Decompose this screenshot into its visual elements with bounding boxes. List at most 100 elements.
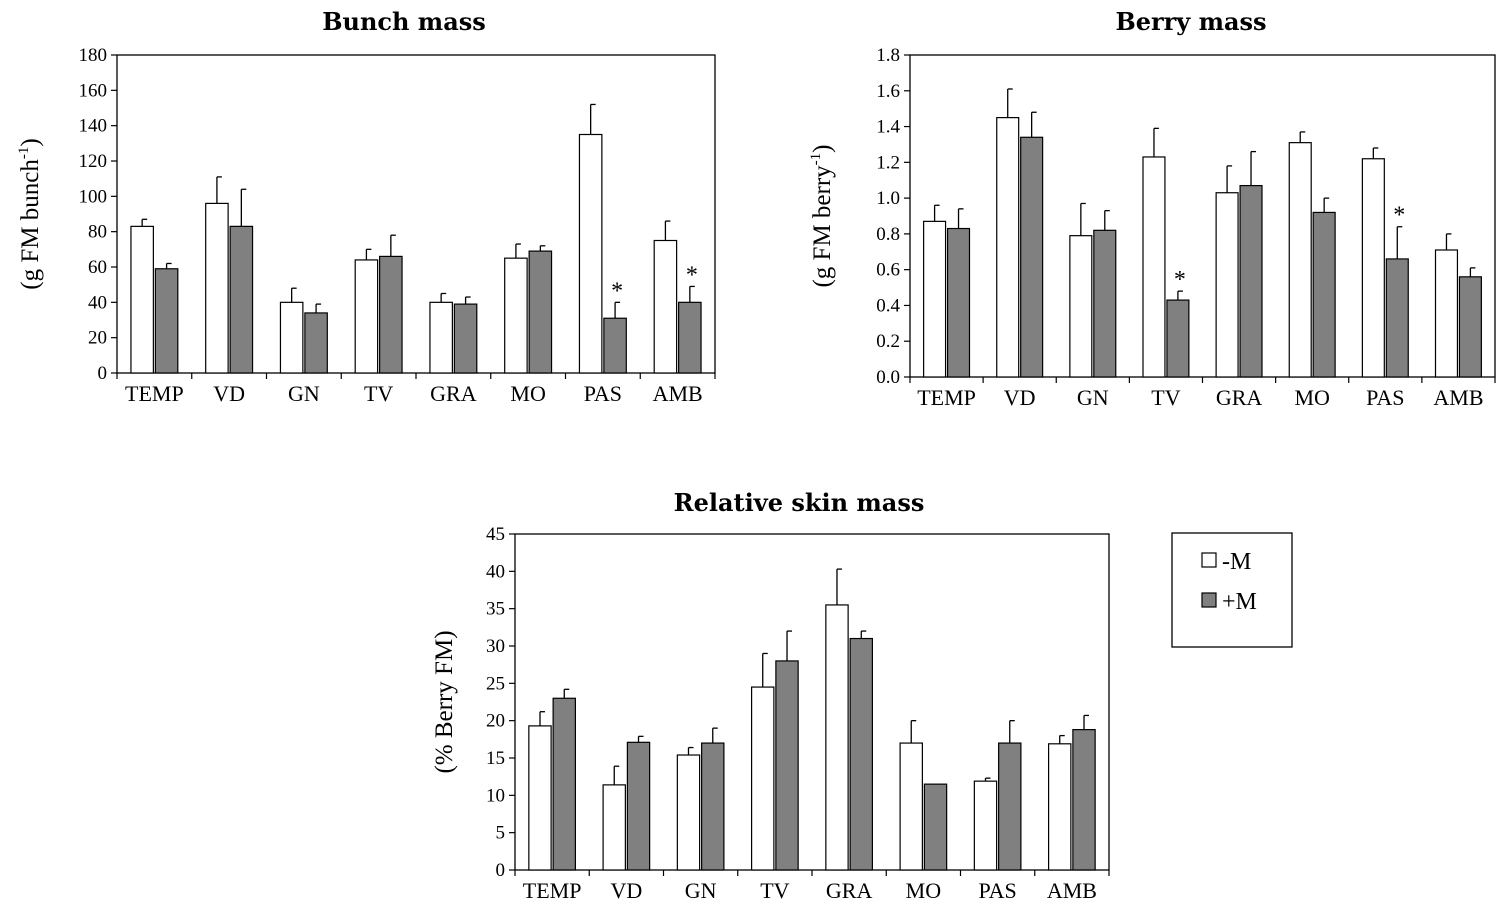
- bar-plus-m: [775, 660, 799, 871]
- x-tick-label: PAS: [1366, 385, 1404, 410]
- bar-plus-m: [229, 225, 254, 374]
- chart-title: Relative skin mass: [674, 488, 925, 517]
- x-tick-label: TV: [1151, 385, 1180, 410]
- y-tick-label: 0.6: [876, 260, 900, 281]
- y-tick-label: 40: [88, 292, 107, 313]
- bar-plus-m: [1093, 229, 1117, 378]
- bar-minus-m: [1142, 156, 1166, 378]
- bar-minus-m: [825, 604, 849, 871]
- bar-plus-m: [849, 637, 873, 871]
- bar-minus-m: [1215, 192, 1239, 378]
- y-tick-label: 0: [98, 363, 108, 384]
- x-tick-label: AMB: [1433, 385, 1483, 410]
- significance-star: *: [686, 262, 698, 288]
- significance-star: *: [1174, 267, 1186, 293]
- bar-minus-m: [205, 202, 229, 374]
- chart-berry-mass: Berry mass 0.0 0.2 0.4 0.6 0.8 1.0 1.2 1.4 1.6 1.8…: [808, 7, 1496, 410]
- y-tick-label: 1.4: [876, 117, 900, 138]
- legend-label-minus-m: -M: [1222, 549, 1251, 575]
- bar-plus-m: [946, 227, 971, 378]
- x-tick-label: PAS: [978, 878, 1016, 903]
- y-tick-label: 100: [79, 186, 108, 207]
- y-tick-label: 1.2: [876, 152, 900, 173]
- y-tick-label: 180: [79, 45, 108, 66]
- x-tick-label: TV: [364, 381, 393, 406]
- chart-title: Berry mass: [1115, 7, 1266, 36]
- y-tick-label: 0: [496, 860, 506, 881]
- x-tick-label: TEMP: [917, 385, 976, 410]
- x-tick-label: MO: [906, 878, 941, 903]
- y-tick-label: 25: [486, 673, 505, 694]
- bar-minus-m: [602, 784, 626, 871]
- x-tick-label: AMB: [1047, 878, 1097, 903]
- chart-title: Bunch mass: [322, 7, 486, 36]
- bar-minus-m: [996, 117, 1020, 378]
- bar-plus-m: [154, 268, 179, 374]
- bar-plus-m: [1072, 729, 1096, 871]
- y-tick-label: 60: [88, 257, 107, 278]
- x-tick-label: VD: [213, 381, 245, 406]
- bar-plus-m: [304, 312, 328, 374]
- x-tick-label: GRA: [826, 878, 873, 903]
- bar-plus-m: [1458, 276, 1482, 378]
- bar-plus-m: [1166, 299, 1190, 378]
- bar-minus-m: [750, 686, 775, 871]
- y-tick-label: 30: [486, 636, 505, 657]
- x-tick-label: GN: [685, 878, 717, 903]
- y-axis-label: (% Berry FM): [431, 630, 458, 773]
- bar-plus-m: [1239, 184, 1263, 378]
- bar-minus-m: [973, 780, 998, 871]
- chart-bunch-mass: Bunch mass 0 20 40 60 80 100 120 140 160 180 TEMP VD…: [16, 7, 716, 406]
- bar-plus-m: [998, 742, 1022, 871]
- bar-plus-m: [552, 697, 576, 871]
- bar-minus-m: [1288, 142, 1312, 378]
- x-tick-label: TEMP: [523, 878, 582, 903]
- y-tick-label: 80: [88, 222, 107, 243]
- x-tick-label: GN: [288, 381, 320, 406]
- legend-swatch-plus-m: [1201, 592, 1217, 608]
- x-tick-label: AMB: [653, 381, 703, 406]
- y-tick-label: 40: [486, 561, 505, 582]
- bar-minus-m: [130, 225, 154, 374]
- y-axis-label: (g FM berry-1): [808, 144, 836, 287]
- y-tick-label: 0.0: [876, 367, 900, 388]
- significance-star: *: [1393, 203, 1405, 229]
- y-tick-label: 20: [486, 711, 505, 732]
- bar-minus-m: [899, 742, 923, 871]
- bar-plus-m: [453, 303, 478, 374]
- y-tick-label: 35: [486, 599, 505, 620]
- bar-plus-m: [1385, 258, 1409, 378]
- bar-plus-m: [528, 250, 553, 374]
- y-tick-label: 140: [79, 116, 108, 137]
- bar-minus-m: [578, 133, 603, 374]
- bar-plus-m: [626, 741, 651, 871]
- y-tick-label: 1.8: [876, 45, 900, 66]
- bar-minus-m: [279, 301, 304, 374]
- bar-plus-m: [678, 301, 702, 374]
- significance-star: *: [611, 278, 623, 304]
- y-tick-label: 15: [486, 748, 505, 769]
- y-tick-label: 1.6: [876, 81, 900, 102]
- bar-plus-m: [1020, 136, 1044, 378]
- x-tick-label: PAS: [584, 381, 622, 406]
- bar-minus-m: [676, 754, 701, 871]
- bar-minus-m: [923, 220, 947, 378]
- bar-minus-m: [504, 257, 528, 374]
- bar-minus-m: [1047, 743, 1072, 871]
- x-tick-label: TV: [760, 878, 789, 903]
- y-tick-label: 5: [496, 823, 506, 844]
- bar-minus-m: [1361, 158, 1385, 378]
- y-axis-label: (g FM bunch-1): [16, 138, 44, 289]
- y-tick-label: 20: [88, 328, 107, 349]
- x-tick-label: GN: [1077, 385, 1109, 410]
- bar-plus-m: [923, 783, 948, 871]
- y-tick-label: 1.0: [876, 188, 900, 209]
- x-tick-label: MO: [1294, 385, 1329, 410]
- x-tick-label: VD: [610, 878, 642, 903]
- y-tick-label: 0.2: [876, 331, 900, 352]
- legend-box: [1171, 532, 1293, 648]
- bar-plus-m: [603, 317, 627, 374]
- chart-relative-skin-mass: Relative skin mass 0 5 10 15 20 25 30 35 40 45 TEMP…: [431, 488, 1110, 903]
- legend: -M +M: [1171, 532, 1293, 648]
- bar-minus-m: [429, 301, 453, 374]
